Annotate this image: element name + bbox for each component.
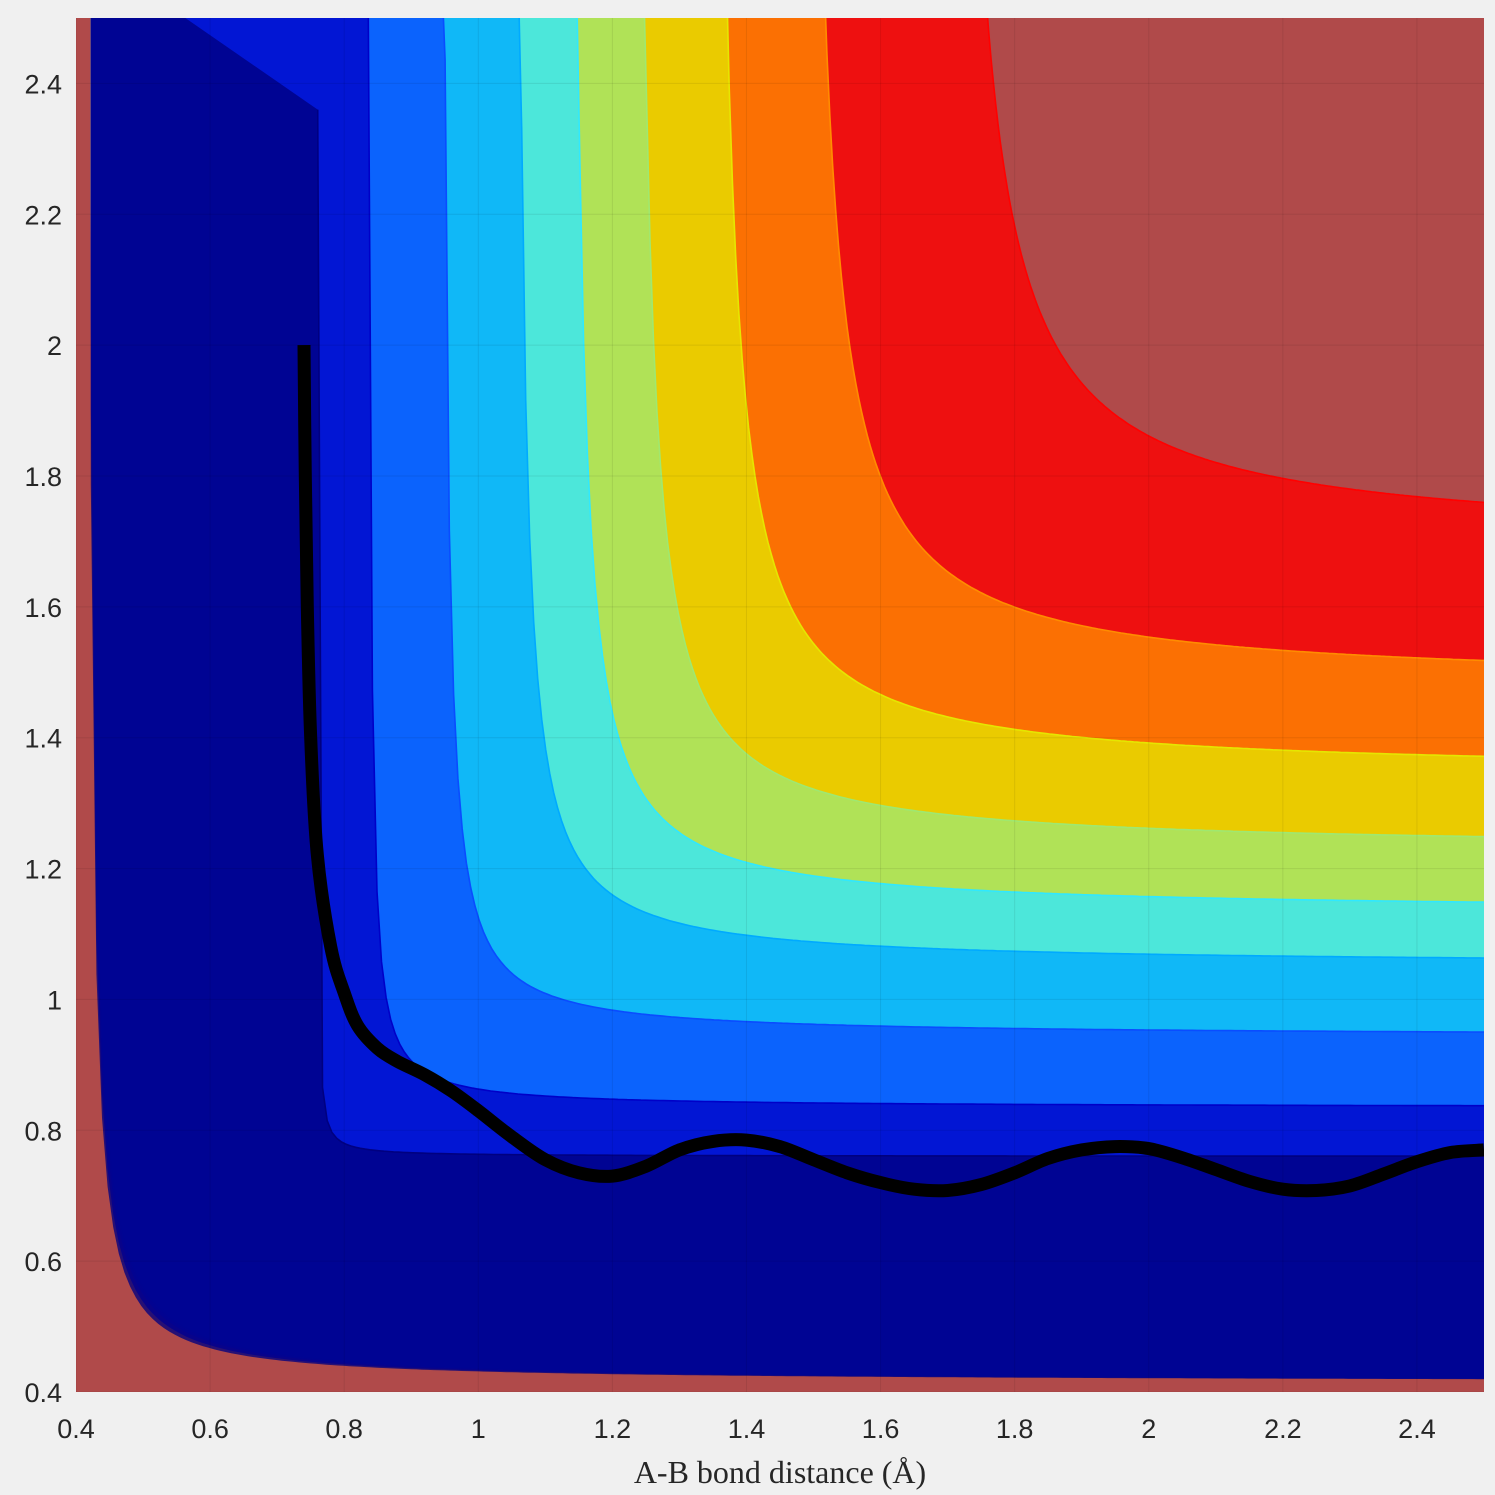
x-tick-label: 1.2 [594, 1414, 632, 1444]
y-tick-label: 1 [47, 985, 62, 1015]
y-tick-label: 1.4 [24, 724, 62, 754]
contour-band [90, 18, 1484, 1380]
x-tick-label: 1 [471, 1414, 486, 1444]
x-axis-title: A-B bond distance (Å) [634, 1454, 926, 1490]
contour-band [90, 18, 1484, 1379]
contour-fill-layer [90, 18, 1484, 1380]
trajectory-layer [297, 345, 1484, 1198]
y-tick-label: 0.4 [24, 1378, 62, 1408]
y-tick-label: 2.2 [24, 200, 62, 230]
x-tick-label: 2.2 [1264, 1414, 1302, 1444]
contour-line-layer [316, 18, 1484, 1157]
y-tick-label: 1.2 [24, 855, 62, 885]
contour-line [576, 18, 1484, 903]
contour-line [367, 18, 1484, 1107]
y-tick-label: 0.8 [24, 1116, 62, 1146]
x-tick-label: 2 [1141, 1414, 1156, 1444]
contour-line [442, 18, 1484, 1033]
contour-line [824, 18, 1484, 662]
y-tick-label: 1.6 [24, 593, 62, 623]
x-tick-label: 1.8 [996, 1414, 1034, 1444]
contour-line [726, 18, 1484, 758]
contour-line [986, 18, 1484, 504]
y-tick-label: 1.8 [24, 462, 62, 492]
trajectory-line [297, 345, 1484, 1198]
x-tick-label: 1.4 [728, 1414, 766, 1444]
y-tick-labels: 0.4 0.6 0.8 1 1.2 1.4 1.6 1.8 2 2.2 2.4 [24, 69, 62, 1408]
x-tick-label: 0.6 [191, 1414, 229, 1444]
x-tick-labels: 0.4 0.6 0.8 1 1.2 1.4 1.6 1.8 2 2.2 2.4 [57, 1414, 1435, 1444]
contour-line [518, 18, 1484, 959]
x-tick-label: 2.4 [1398, 1414, 1436, 1444]
y-tick-label: 2.4 [24, 69, 62, 99]
y-tick-label: 2 [47, 331, 62, 361]
contour-line [643, 18, 1484, 838]
x-tick-label: 0.8 [325, 1414, 363, 1444]
y-tick-label: 0.6 [24, 1247, 62, 1277]
contour-line [316, 109, 1484, 1157]
x-tick-label: 0.4 [57, 1414, 95, 1444]
x-tick-label: 1.6 [862, 1414, 900, 1444]
